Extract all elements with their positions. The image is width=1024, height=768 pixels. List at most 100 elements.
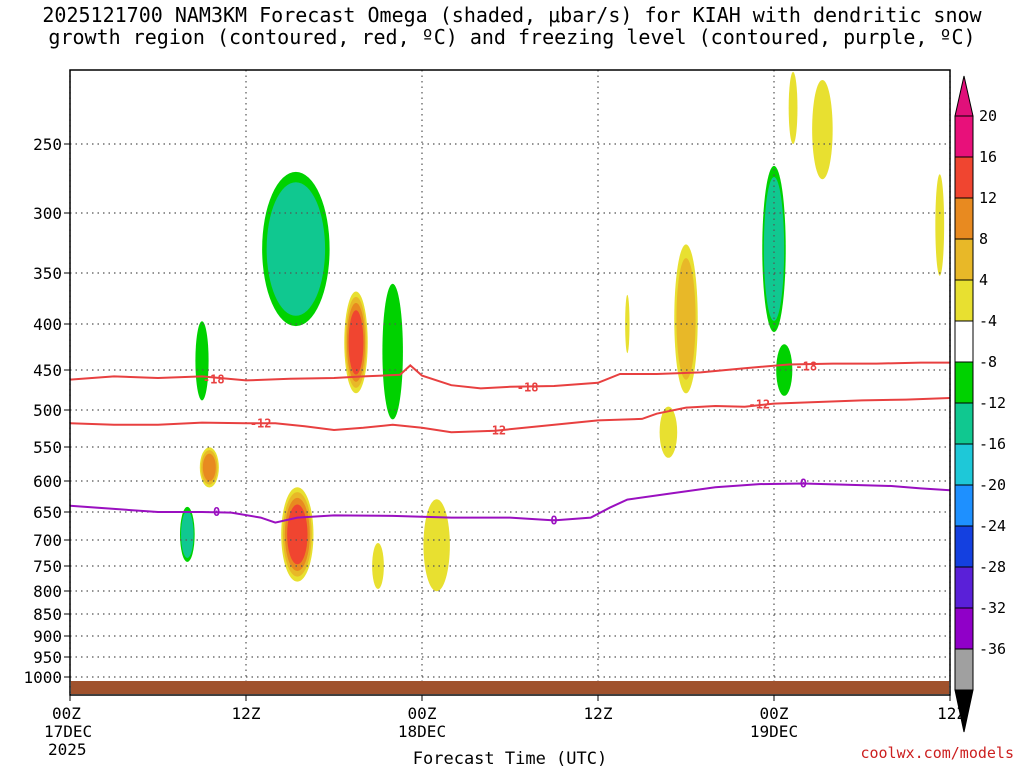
omega-upward-48z-level--12 (763, 177, 785, 321)
omega-downward-38z (625, 294, 630, 354)
omega-downward-25z (423, 499, 450, 592)
ytick-label-300: 300 (33, 204, 62, 223)
colorbar-label-8: 8 (979, 230, 988, 248)
omega-downward-49z-level-4 (788, 72, 798, 144)
ytick-label-500: 500 (33, 401, 62, 420)
omega-downward-40z-low-level-4 (659, 406, 678, 458)
colorbar-swatch-13 (954, 648, 974, 691)
omega-upward-09z-mid-level--8 (195, 321, 209, 401)
omega-upward-49z-low (776, 344, 793, 396)
omega-downward-25z-level-4 (423, 499, 450, 592)
omega-downward-51z-level-4 (812, 79, 833, 180)
snow-growth-minus18-line (70, 361, 950, 390)
xtick-date-4: 19DEC (750, 722, 798, 741)
omega-upward-core-12z (262, 171, 330, 327)
ytick-label-950: 950 (33, 648, 62, 667)
ytick-label-350: 350 (33, 264, 62, 283)
omega-downward-core-15z-level-16 (287, 504, 308, 565)
xtick-year-0: 2025 (48, 740, 87, 759)
ytick-label-450: 450 (33, 361, 62, 380)
xtick-label-2: 00Z (408, 704, 437, 723)
chart-title-line-1: 2025121700 NAM3KM Forecast Omega (shaded… (42, 3, 982, 27)
colorbar-swatch-0 (954, 115, 974, 158)
omega-downward-core-19z (344, 291, 368, 394)
omega-upward-lowlevel-09z (180, 506, 195, 562)
ytick-label-550: 550 (33, 438, 62, 457)
ground-layer (71, 681, 949, 694)
colorbar-swatch-11 (954, 566, 974, 609)
contour-layer: -18 -18 -18 -12 -12 -12 0 0 0 (70, 359, 950, 527)
colorbar-swatch-2 (954, 197, 974, 240)
y-axis-ticks: 250 300 350 400 450 500 550 600 650 700 750 800 850 9… (23, 135, 70, 687)
omega-downward-38z-level-4 (625, 294, 630, 354)
colorbar-label--8: -8 (979, 353, 997, 371)
xtick-label-1: 12Z (232, 704, 261, 723)
colorbar-label--16: -16 (979, 435, 1006, 453)
omega-upward-lowlevel-09z-level--12 (181, 510, 194, 558)
grid-layer (69, 70, 951, 695)
ytick-label-600: 600 (33, 472, 62, 491)
omega-downward-59z (935, 174, 945, 276)
colorbar-label--12: -12 (979, 394, 1006, 412)
ytick-label-250: 250 (33, 135, 62, 154)
colorbar-swatch-6 (954, 361, 974, 404)
snow-growth-minus12-label-2: -12 (748, 397, 770, 411)
ytick-label-650: 650 (33, 503, 62, 522)
xtick-date-0: 17DEC (44, 722, 92, 741)
colorbar-label-20: 20 (979, 107, 997, 125)
ytick-label-400: 400 (33, 315, 62, 334)
omega-downward-10z (199, 447, 219, 488)
omega-upward-core-12z-level--12 (266, 182, 326, 316)
freezing-level-0-line (70, 482, 950, 524)
colorbar-label--36: -36 (979, 640, 1006, 658)
omega-upward-22z (382, 283, 403, 420)
xtick-date-2: 18DEC (398, 722, 446, 741)
omega-downward-core-19z-level-16 (348, 310, 364, 375)
omega-downward-59z-level-4 (935, 174, 945, 276)
colorbar-swatch-5 (954, 320, 974, 363)
omega-shading-layer (180, 72, 945, 592)
ytick-label-850: 850 (33, 605, 62, 624)
colorbar-label--24: -24 (979, 517, 1006, 535)
colorbar-label-4: 4 (979, 271, 988, 289)
omega-upward-48z (762, 165, 786, 333)
colorbar-swatch-3 (954, 238, 974, 281)
xtick-label-4: 00Z (760, 704, 789, 723)
omega-downward-49z (788, 72, 798, 144)
ytick-label-800: 800 (33, 582, 62, 601)
xtick-label-3: 12Z (584, 704, 613, 723)
colorbar-swatch-8 (954, 443, 974, 486)
ytick-label-1000: 1000 (23, 668, 62, 687)
colorbar-label--28: -28 (979, 558, 1006, 576)
credit-link[interactable]: coolwx.com/models (860, 744, 1014, 762)
colorbar-swatch-4 (954, 279, 974, 322)
xtick-label-0: 00Z (52, 704, 81, 723)
colorbar-under-arrow (954, 689, 974, 733)
omega-downward-core-15z (281, 487, 314, 582)
freezing-level-0-label-2: 0 (800, 476, 807, 490)
colorbar-label--32: -32 (979, 599, 1006, 617)
snow-growth-minus18-label-1: -18 (517, 381, 539, 395)
snow-growth-minus12-line (70, 397, 950, 434)
colorbar-over-arrow (954, 75, 974, 117)
plot-frame (69, 69, 951, 696)
omega-downward-51z (812, 79, 833, 180)
colorbar-label--20: -20 (979, 476, 1006, 494)
omega-downward-10z-level-12 (202, 453, 216, 482)
omega-upward-49z-low-level--8 (776, 344, 793, 396)
colorbar-swatch-1 (954, 156, 974, 199)
colorbar-swatch-9 (954, 484, 974, 527)
omega-downward-40z-low (659, 406, 678, 458)
colorbar-label-16: 16 (979, 148, 997, 166)
colorbar-label--4: -4 (979, 312, 997, 330)
omega-downward-42z-level-8 (676, 258, 696, 380)
ytick-label-900: 900 (33, 627, 62, 646)
colorbar: 20 16 12 8 4 -4 -8 -12 -16 -20 -24 -28 -32 -36 (954, 75, 1006, 733)
freezing-level-0-label-1: 0 (550, 513, 557, 527)
snow-growth-minus12-label-0: -12 (250, 416, 272, 430)
x-axis-label: Forecast Time (UTC) (413, 749, 607, 768)
ytick-label-750: 750 (33, 557, 62, 576)
omega-downward-42z (674, 244, 698, 394)
